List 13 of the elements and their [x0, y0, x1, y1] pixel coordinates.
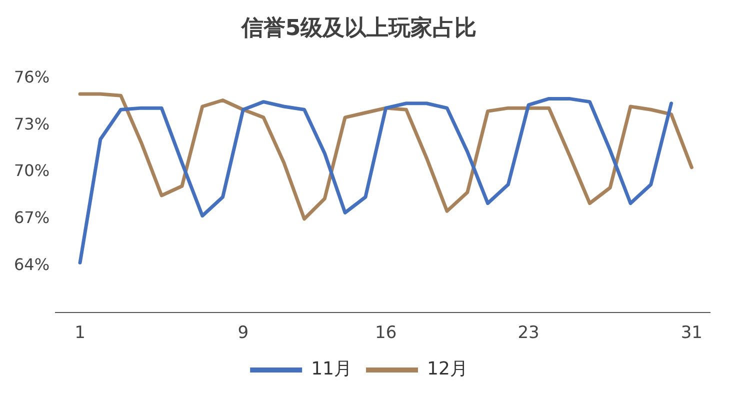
chart-title: 信誉5级及以上玩家占比: [240, 14, 477, 41]
x-tick-label: 23: [518, 323, 540, 344]
y-tick-label: 73%: [14, 114, 50, 134]
x-tick-label: 1: [74, 323, 86, 344]
x-tick-label: 9: [238, 323, 249, 344]
x-tick-label: 16: [375, 323, 397, 344]
legend-label: 11月: [311, 358, 352, 380]
x-tick-label: 31: [680, 323, 702, 344]
legend-label: 12月: [427, 358, 468, 380]
y-tick-label: 76%: [14, 68, 50, 87]
y-tick-label: 67%: [14, 208, 50, 228]
y-tick-label: 70%: [14, 161, 50, 180]
y-tick-label: 64%: [14, 254, 50, 274]
